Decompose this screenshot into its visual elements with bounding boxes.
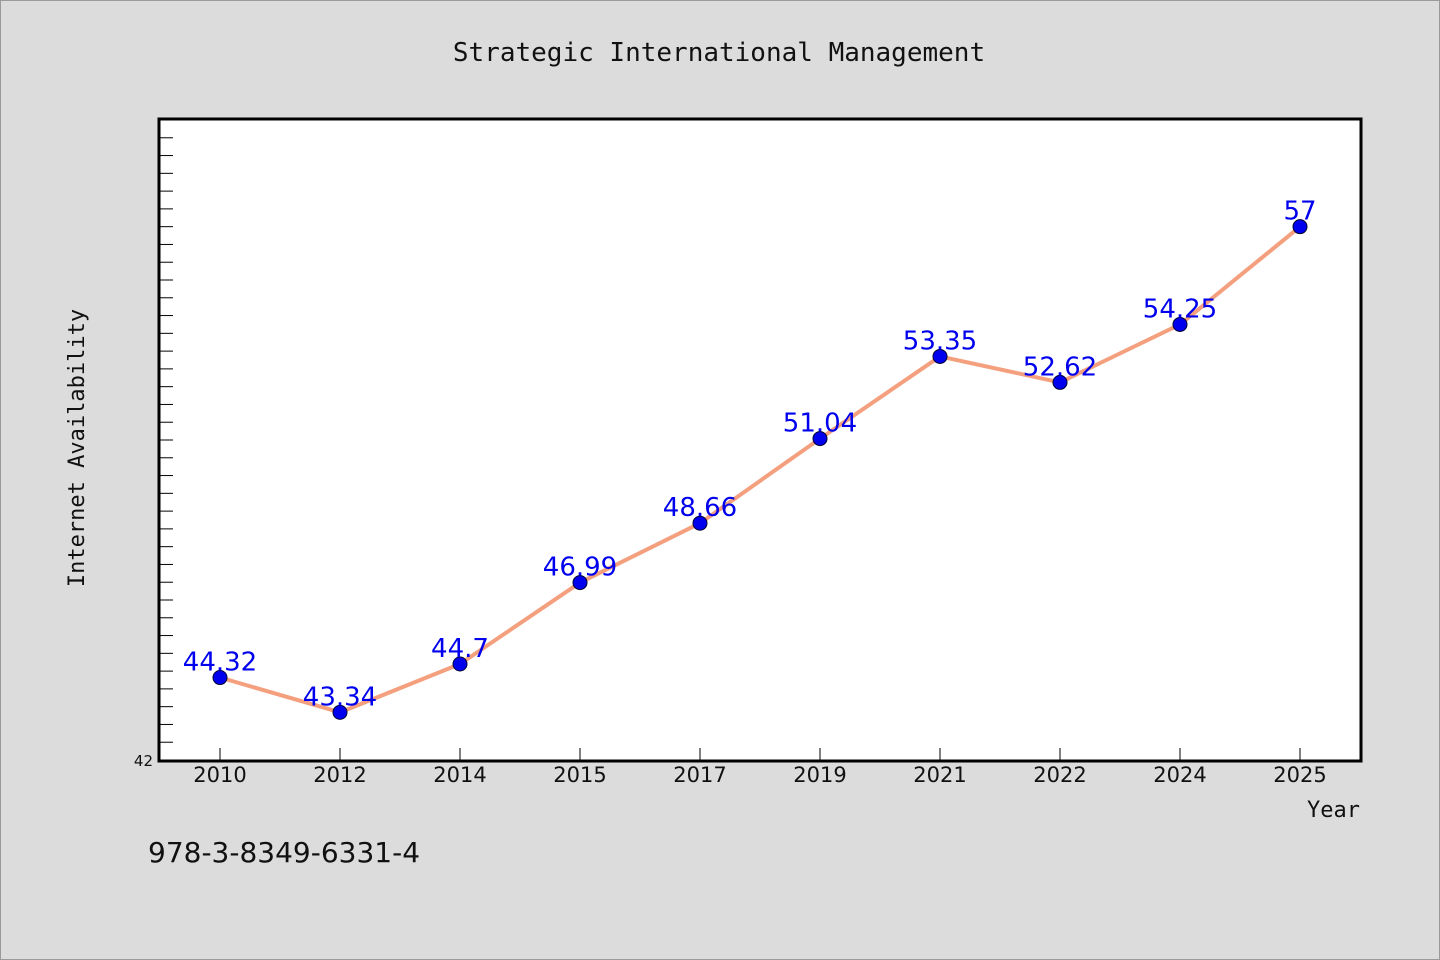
y-axis-title: Internet Availability [65,309,90,587]
data-point [1052,374,1068,390]
x-tick-label: 2022 [1033,763,1086,787]
data-label: 54.25 [1143,294,1217,324]
series-markers [212,219,1308,720]
x-tick-label: 2010 [193,763,246,787]
x-tick-label: 2014 [433,763,486,787]
x-axis-tick-labels: 2010 2012 2014 2015 2017 2019 2021 2022 2024 2025 [193,763,1326,787]
data-point [812,431,828,447]
x-tick-label: 2025 [1273,763,1326,787]
data-label: 44.7 [431,634,489,664]
data-label: 44.32 [183,648,257,678]
x-tick-label: 2017 [673,763,726,787]
x-axis-title: Year [1307,798,1360,823]
isbn-footer: 978-3-8349-6331-4 [148,836,420,869]
data-point [572,575,588,591]
data-point [1292,219,1308,235]
x-tick-label: 2024 [1153,763,1206,787]
data-point [692,515,708,531]
data-label: 57 [1283,197,1316,227]
data-point [452,656,468,672]
plot-area [157,117,1363,763]
chart-title: Strategic International Management [453,38,985,68]
series-line [219,225,1302,715]
data-label: 51.04 [783,409,857,439]
x-tick-label: 2021 [913,763,966,787]
data-label: 43.34 [303,682,377,712]
data-point [332,704,348,720]
data-label: 52.62 [1023,352,1097,382]
data-labels: 44.32 43.34 44.7 46.99 48.66 51.04 53.35 52.62 5… [183,197,1317,713]
data-point [1172,316,1188,332]
x-tick-label: 2012 [313,763,366,787]
data-point [212,670,228,686]
data-label: 48.66 [663,493,737,523]
x-axis-ticks [219,748,1301,760]
data-point [932,348,948,364]
y-axis-ticks [160,137,173,743]
data-label: 46.99 [543,553,617,583]
data-label: 53.35 [903,326,977,356]
x-tick-label: 2015 [553,763,606,787]
y-tick-label-min: 42 [134,752,153,770]
x-tick-label: 2019 [793,763,846,787]
